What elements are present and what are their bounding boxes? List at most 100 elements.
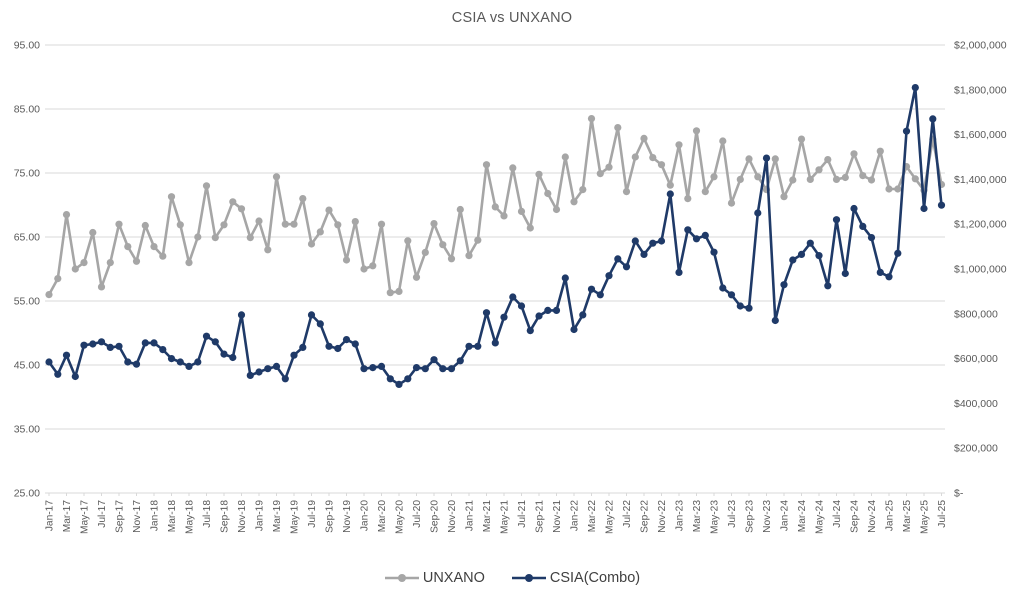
data-point-marker bbox=[395, 287, 403, 295]
x-axis-tick-label: Jul-20 bbox=[412, 500, 423, 528]
data-point-marker bbox=[797, 250, 806, 258]
data-point-marker bbox=[456, 205, 464, 214]
data-point-marker bbox=[141, 339, 149, 347]
series-unxano bbox=[45, 115, 946, 299]
data-point-marker bbox=[640, 250, 648, 258]
y-axis-right-tick-label: $600,000 bbox=[954, 353, 998, 365]
data-point-marker bbox=[692, 235, 701, 243]
data-point-marker bbox=[587, 285, 596, 293]
y-axis-right-tick-label: $1,000,000 bbox=[954, 264, 1007, 276]
data-point-marker bbox=[465, 342, 473, 350]
data-point-marker bbox=[631, 153, 639, 161]
data-point-marker bbox=[832, 175, 841, 183]
data-point-marker bbox=[115, 342, 123, 350]
data-point-marker bbox=[579, 186, 587, 194]
data-point-marker bbox=[194, 358, 202, 366]
data-point-marker bbox=[920, 204, 928, 213]
data-point-marker bbox=[535, 312, 543, 320]
data-point-marker bbox=[106, 259, 114, 267]
data-point-marker bbox=[474, 342, 482, 350]
data-point-marker bbox=[237, 205, 246, 213]
data-point-marker bbox=[649, 239, 657, 247]
x-axis-tick-label: Jul-25 bbox=[937, 500, 948, 528]
data-point-marker bbox=[552, 306, 561, 314]
x-axis-tick-label: Mar-19 bbox=[272, 500, 283, 533]
x-axis-tick-label: May-22 bbox=[605, 500, 616, 534]
x-axis-tick-label: Nov-21 bbox=[552, 500, 563, 533]
data-point-marker bbox=[745, 304, 753, 312]
x-axis-tick-label: Jan-21 bbox=[465, 500, 476, 531]
data-point-marker bbox=[447, 365, 456, 373]
data-point-marker bbox=[202, 332, 211, 340]
data-point-marker bbox=[316, 320, 324, 328]
data-point-marker bbox=[902, 127, 911, 135]
data-point-marker bbox=[167, 193, 176, 201]
data-point-marker bbox=[430, 356, 438, 364]
data-point-marker bbox=[666, 181, 674, 189]
data-point-marker bbox=[150, 339, 158, 347]
y-axis-left-tick-label: 95.00 bbox=[14, 40, 40, 52]
data-point-marker bbox=[325, 206, 333, 214]
data-point-marker bbox=[412, 364, 421, 372]
x-axis-tick-label: Nov-24 bbox=[867, 500, 878, 533]
data-point-marker bbox=[561, 274, 569, 282]
data-point-marker bbox=[754, 173, 762, 181]
data-point-marker bbox=[832, 216, 841, 224]
data-point-marker bbox=[132, 360, 141, 368]
csia-line-marker-icon bbox=[511, 574, 546, 582]
data-point-marker bbox=[89, 228, 97, 237]
data-point-marker bbox=[605, 163, 613, 171]
data-point-marker bbox=[62, 351, 71, 359]
data-point-marker bbox=[815, 166, 823, 174]
data-point-marker bbox=[552, 205, 561, 214]
x-axis-tick-label: Mar-23 bbox=[692, 500, 703, 533]
x-axis-tick-label: May-18 bbox=[185, 500, 196, 534]
x-axis-tick-label: Jan-20 bbox=[360, 500, 371, 531]
data-point-marker bbox=[622, 188, 631, 196]
data-point-marker bbox=[535, 170, 543, 178]
x-axis-tick-label: Mar-22 bbox=[587, 500, 598, 533]
data-point-marker bbox=[159, 346, 167, 354]
data-point-marker bbox=[369, 364, 377, 372]
chart-legend: UNXANO CSIA(Combo) bbox=[0, 570, 1024, 586]
data-point-marker bbox=[246, 234, 254, 242]
data-point-marker bbox=[482, 161, 491, 169]
data-point-marker bbox=[185, 362, 193, 370]
data-point-marker bbox=[894, 249, 902, 257]
data-point-marker bbox=[237, 311, 246, 319]
x-axis-tick-label: Nov-20 bbox=[447, 500, 458, 533]
data-point-marker bbox=[614, 124, 622, 132]
data-point-marker bbox=[491, 203, 499, 211]
data-point-marker bbox=[631, 237, 639, 245]
data-point-marker bbox=[517, 302, 526, 310]
data-point-marker bbox=[544, 189, 552, 198]
data-point-marker bbox=[386, 375, 394, 383]
data-point-marker bbox=[89, 340, 97, 348]
data-point-marker bbox=[255, 368, 263, 376]
data-point-marker bbox=[150, 243, 158, 251]
data-point-marker bbox=[736, 302, 744, 310]
data-point-marker bbox=[194, 233, 202, 241]
data-point-marker bbox=[299, 343, 307, 351]
x-axis-tick-label: Mar-21 bbox=[482, 500, 493, 533]
data-point-marker bbox=[579, 311, 587, 319]
data-point-marker bbox=[824, 282, 832, 290]
data-point-marker bbox=[264, 246, 272, 254]
data-point-marker bbox=[482, 309, 491, 317]
data-point-marker bbox=[430, 220, 438, 228]
data-point-marker bbox=[334, 344, 342, 353]
data-point-marker bbox=[377, 220, 386, 228]
data-point-marker bbox=[894, 185, 902, 193]
data-point-marker bbox=[369, 262, 377, 270]
x-axis-tick-label: Nov-23 bbox=[762, 500, 773, 533]
x-axis-tick-label: Jan-17 bbox=[45, 500, 56, 531]
x-axis-tick-label: Jan-24 bbox=[780, 500, 791, 531]
data-point-marker bbox=[281, 220, 289, 228]
data-point-marker bbox=[780, 193, 788, 201]
y-axis-left-tick-label: 85.00 bbox=[14, 104, 40, 116]
x-axis-tick-label: Mar-25 bbox=[902, 500, 913, 533]
data-point-marker bbox=[544, 306, 552, 314]
x-axis-tick-label: Mar-20 bbox=[377, 500, 388, 533]
x-axis-tick-label: May-24 bbox=[815, 500, 826, 534]
